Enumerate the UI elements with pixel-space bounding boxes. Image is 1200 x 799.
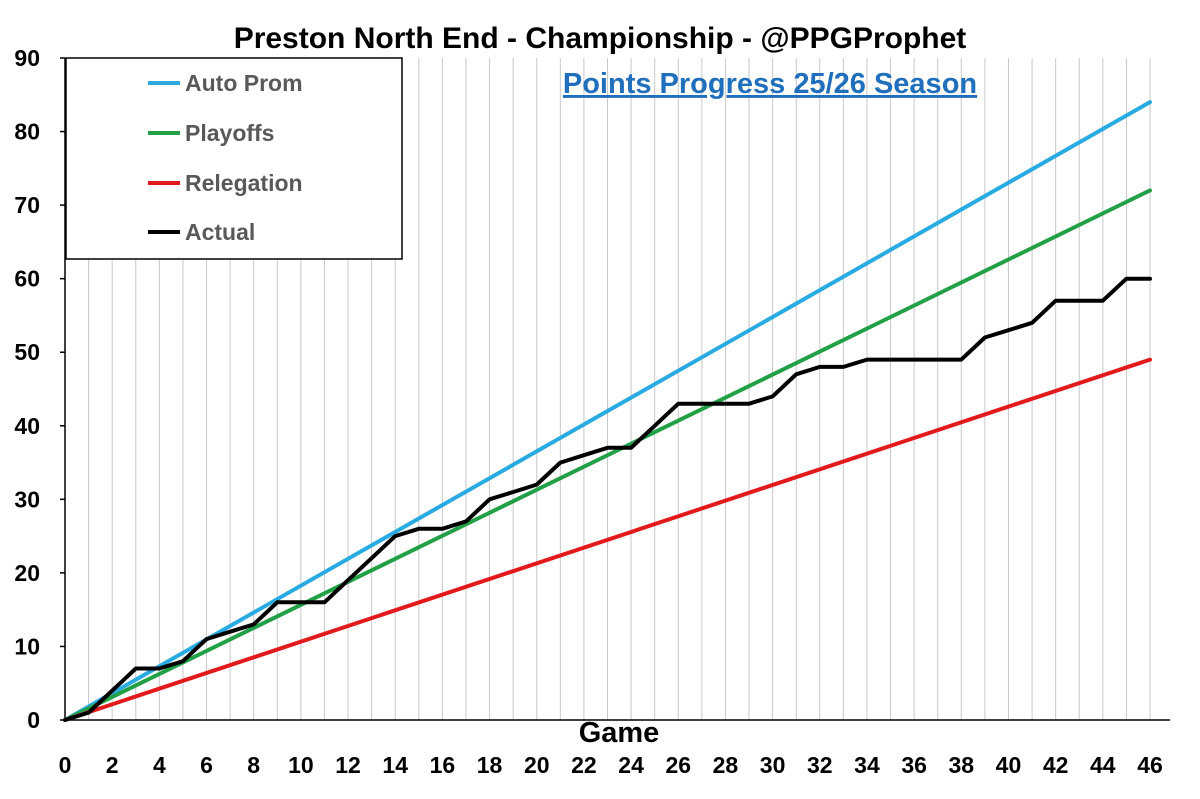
y-tick-label: 20 (14, 560, 40, 586)
series-lines (63, 100, 1152, 722)
legend-label-relegation: Relegation (185, 170, 303, 196)
x-tick-label: 22 (571, 752, 597, 778)
y-tick-label: 90 (14, 45, 40, 71)
x-tick-label: 32 (807, 752, 833, 778)
x-tick-label: 26 (665, 752, 691, 778)
x-tick-label: 0 (59, 752, 72, 778)
legend: Auto Prom Playoffs Relegation Actual (65, 57, 403, 260)
series-line-auto-prom (63, 100, 1152, 722)
x-tick-label: 10 (288, 752, 314, 778)
y-tick-label: 50 (14, 339, 40, 365)
legend-label-auto-prom: Auto Prom (185, 70, 303, 96)
y-tick-label: 0 (27, 707, 40, 733)
legend-label-playoffs: Playoffs (185, 120, 274, 146)
series-line-actual (63, 276, 1152, 722)
y-tick-label: 10 (14, 633, 40, 659)
series-line-playoffs (63, 188, 1152, 722)
x-tick-label: 34 (854, 752, 880, 778)
x-axis-label: Game (579, 717, 660, 749)
x-tick-label: 18 (477, 752, 503, 778)
x-tick-label: 36 (901, 752, 927, 778)
x-tick-label: 30 (760, 752, 786, 778)
x-tick-label: 38 (949, 752, 975, 778)
x-tick-label: 28 (713, 752, 739, 778)
x-tick-label: 40 (996, 752, 1022, 778)
chart-title: Preston North End - Championship - @PPGP… (234, 22, 967, 55)
y-tick-label: 70 (14, 192, 40, 218)
y-tick-label: 40 (14, 413, 40, 439)
x-tick-label: 44 (1090, 752, 1116, 778)
legend-items: Auto Prom Playoffs Relegation Actual (148, 70, 303, 245)
x-tick-label: 6 (200, 752, 213, 778)
x-tick-label: 24 (618, 752, 644, 778)
x-tick-label: 14 (382, 752, 408, 778)
y-tick-label: 30 (14, 486, 40, 512)
x-tick-label: 8 (247, 752, 260, 778)
x-tick-label: 42 (1043, 752, 1069, 778)
legend-box (65, 57, 403, 260)
x-tick-label: 12 (335, 752, 361, 778)
y-tick-label: 60 (14, 266, 40, 292)
x-tick-label: 20 (524, 752, 550, 778)
x-tick-label: 46 (1137, 752, 1163, 778)
chart-subtitle: Points Progress 25/26 Season (563, 68, 977, 100)
x-tick-label: 16 (430, 752, 456, 778)
series-line-relegation (63, 357, 1152, 722)
legend-label-actual: Actual (185, 219, 255, 245)
y-tick-label: 80 (14, 119, 40, 145)
x-tick-label: 2 (106, 752, 119, 778)
x-tick-label: 4 (153, 752, 166, 778)
